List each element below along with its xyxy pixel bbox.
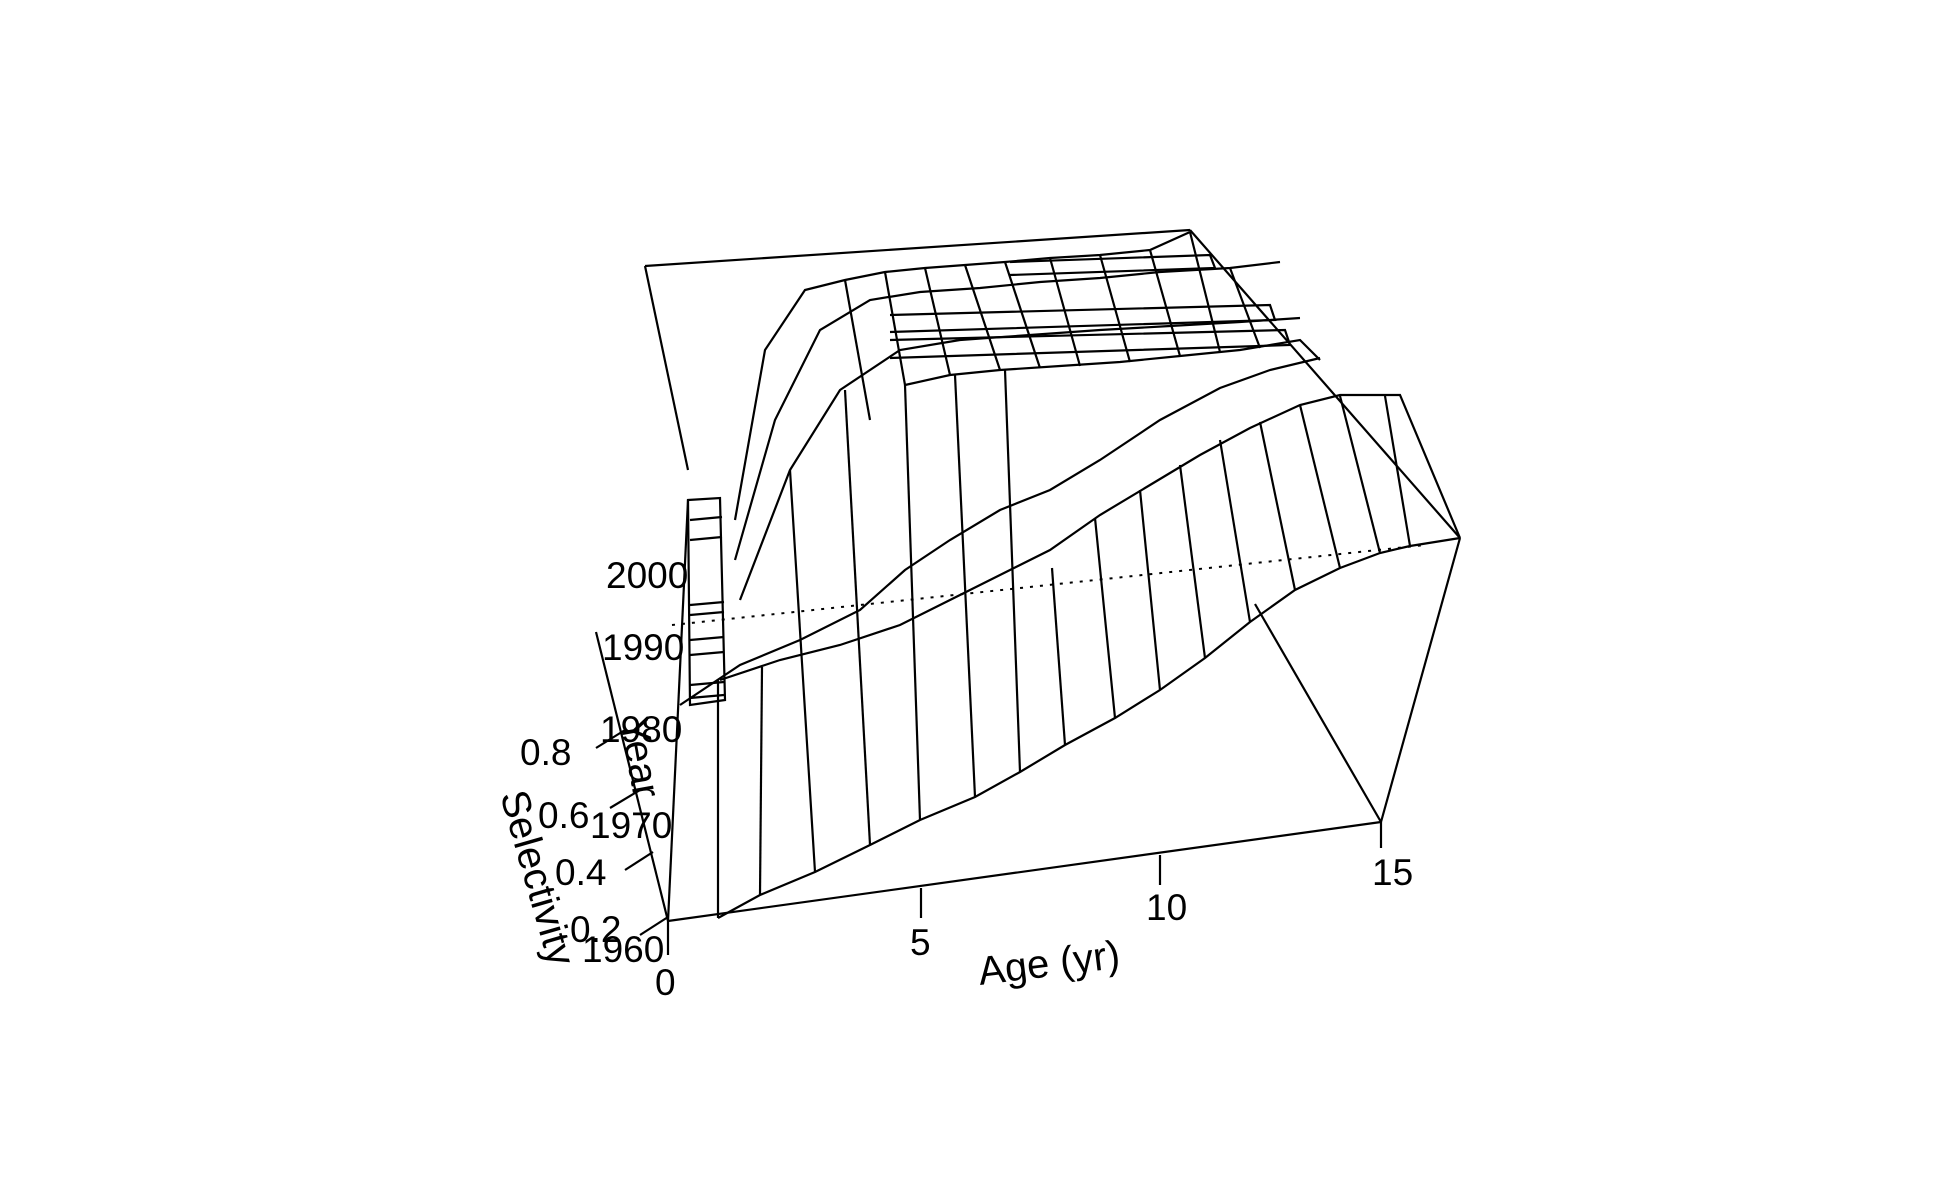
left-strip-line-5	[690, 637, 724, 640]
z-axis-labels: 0.8 0.6 0.4 0.2 Selectivity	[491, 732, 621, 971]
box-edge-bottom-front	[668, 822, 1381, 921]
front-selectivity-curve	[718, 538, 1460, 918]
front-grid-v-9	[1095, 518, 1115, 718]
left-strip-line-1	[690, 517, 722, 520]
z-tick-label-0.8: 0.8	[520, 732, 571, 773]
box-edge-right-vertical	[1381, 538, 1460, 822]
surface-front-face	[718, 370, 1460, 918]
front-grid-v-8	[1052, 568, 1065, 745]
box-edge-back-top	[645, 230, 1190, 266]
front-grid-v-2	[760, 667, 762, 895]
x-axis-labels: 0 5 10 15 Age (yr)	[655, 852, 1413, 1003]
left-strip-line-4	[690, 612, 724, 615]
x-tick-label-15: 15	[1372, 852, 1413, 893]
y-axis-labels: 1960 1970 1980 1990 2000 Year	[582, 555, 688, 970]
ridge-front-contour	[680, 358, 1320, 705]
left-strip-line-2	[690, 537, 722, 540]
front-grid-v-10	[1140, 490, 1160, 690]
ridge-grid-v-3	[925, 268, 950, 375]
ridge-grid-v-8	[1150, 250, 1180, 356]
front-grid-v-11	[1180, 465, 1205, 658]
z-tick-mark-3	[625, 852, 653, 870]
y-tick-label-1990: 1990	[602, 627, 684, 668]
front-grid-v-4	[845, 390, 870, 845]
x-axis-title: Age (yr)	[976, 933, 1123, 994]
front-grid-v-12	[1220, 440, 1250, 622]
ridge-horizontal-band-3	[890, 330, 1290, 358]
front-grid-v-5	[905, 385, 920, 820]
front-grid-v-6	[955, 375, 975, 797]
front-grid-v-16	[1385, 396, 1410, 546]
box-edge-bottom-right	[1255, 604, 1381, 822]
front-grid-v-13	[1260, 422, 1295, 590]
left-strip-line-3	[690, 602, 724, 605]
front-grid-v-14	[1300, 405, 1340, 568]
front-grid-v-15	[1340, 396, 1380, 553]
ridge-grid-v-5	[1005, 262, 1040, 368]
x-tick-label-5: 5	[910, 922, 931, 963]
left-strip-line-6	[690, 652, 724, 655]
front-grid-v-3	[790, 470, 815, 872]
box-edge-hidden	[672, 545, 1425, 625]
ridge-grid-v-10	[1230, 268, 1260, 348]
ridge-grid-v-9	[1190, 232, 1220, 352]
x-tick-label-10: 10	[1146, 887, 1187, 928]
box-edge-back-left	[645, 266, 688, 470]
y-tick-label-2000: 2000	[606, 555, 688, 596]
y-tick-label-1970: 1970	[590, 805, 672, 846]
ridge-grid-v-2	[885, 272, 905, 385]
ridge-horizontal-band-2	[890, 305, 1275, 332]
ridge-third-contour	[740, 318, 1300, 600]
front-top-curve	[720, 395, 1460, 680]
